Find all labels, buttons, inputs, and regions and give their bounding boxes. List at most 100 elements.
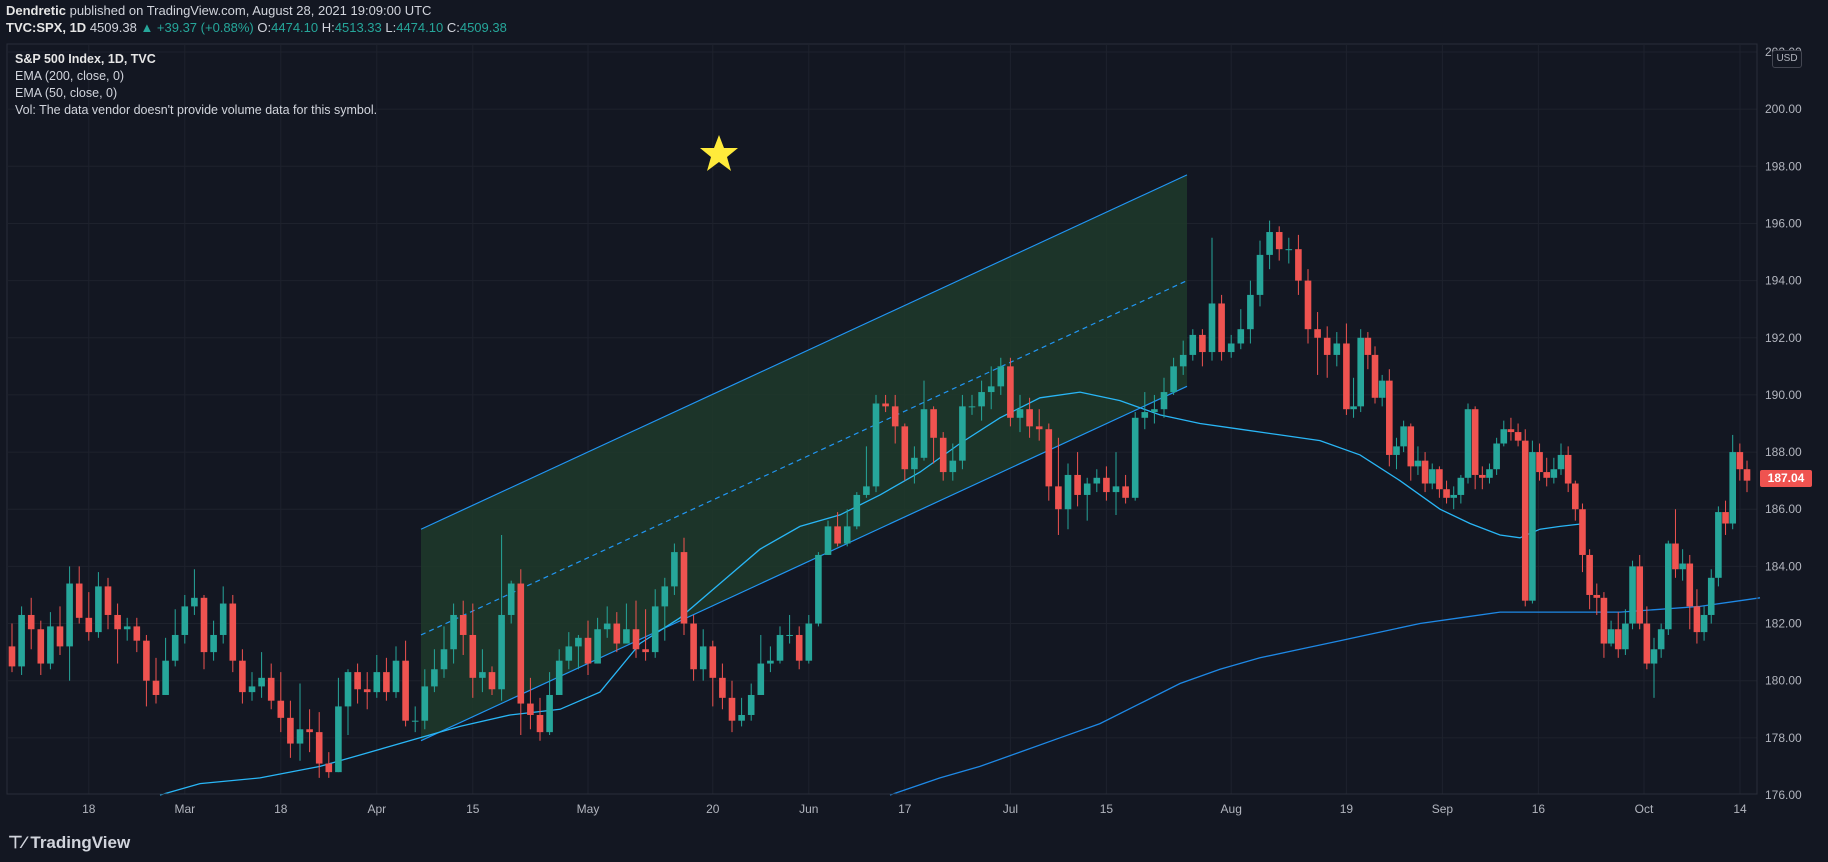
candle-body: [47, 626, 54, 664]
time-tick-label: 18: [274, 802, 288, 816]
candle-body: [1055, 486, 1062, 510]
candle-body: [1304, 280, 1312, 330]
candle-body: [450, 614, 457, 650]
symbol[interactable]: TVC:SPX, 1D: [6, 20, 87, 35]
candle-body: [1629, 566, 1636, 624]
candle-body: [699, 646, 707, 670]
candle-body: [1736, 452, 1744, 470]
candle-body: [661, 586, 669, 607]
time-tick-label: 16: [1532, 802, 1546, 816]
candle-body: [200, 597, 208, 653]
candle-body: [56, 626, 64, 647]
candle-body: [95, 586, 102, 633]
candle-body: [1364, 337, 1372, 355]
star-icon[interactable]: [700, 135, 738, 171]
candle-body: [1333, 343, 1341, 355]
candle-body: [920, 409, 928, 458]
time-tick-label: 18: [82, 802, 96, 816]
candle-body: [1729, 452, 1736, 524]
candle-body: [325, 763, 333, 773]
candle-body: [930, 409, 937, 438]
time-tick-label: 15: [1100, 802, 1114, 816]
candle-body: [1151, 409, 1158, 413]
candle-body: [1500, 429, 1508, 444]
price-tick-label: 192.00: [1765, 331, 1802, 345]
candle-body: [738, 714, 745, 721]
candle-body: [575, 637, 582, 647]
candle-body: [1564, 454, 1572, 484]
candle-body: [1693, 606, 1701, 633]
candle-body: [104, 586, 112, 615]
candle-body: [1722, 512, 1729, 524]
candle-body: [1227, 343, 1235, 353]
candle-body: [498, 614, 505, 690]
legend-ema50[interactable]: EMA (50, close, 0): [15, 86, 118, 100]
legend-ema200[interactable]: EMA (200, close, 0): [15, 69, 125, 83]
candle-body: [1550, 469, 1558, 478]
candle-body: [162, 660, 169, 695]
candle-body: [421, 686, 429, 721]
candle-body: [1593, 594, 1601, 598]
candle-body: [623, 629, 630, 644]
time-tick-label: Jun: [799, 802, 818, 816]
legend-volume[interactable]: Vol: The data vendor doesn't provide vol…: [15, 103, 378, 117]
candle-body: [642, 649, 649, 653]
candle-body: [1035, 426, 1043, 430]
candle-body: [143, 640, 150, 681]
chart-legend: S&P 500 Index, 1D, TVC EMA (200, close, …: [15, 51, 377, 119]
candle-body: [1600, 597, 1608, 644]
candle-body: [37, 629, 45, 664]
candle-body: [248, 686, 256, 693]
candle-body: [594, 629, 601, 664]
currency-label[interactable]: USD: [1772, 50, 1802, 68]
open-value: 4474.10: [271, 20, 319, 35]
open-label: O:: [257, 20, 272, 35]
tradingview-logo[interactable]: ⊤⁄ TradingView: [8, 833, 130, 853]
candle-body: [786, 634, 793, 636]
candle-body: [1045, 429, 1053, 487]
time-tick-label: 15: [466, 802, 480, 816]
low-value: 4474.10: [396, 20, 444, 35]
candle-body: [680, 552, 688, 624]
candle-body: [469, 634, 477, 678]
time-tick-label: Sep: [1432, 802, 1454, 816]
candle-body: [546, 694, 553, 733]
channel-upper[interactable]: [420, 174, 1188, 530]
candle-body: [1007, 366, 1014, 418]
price-tick-label: 182.00: [1765, 617, 1802, 631]
candle-body: [315, 732, 323, 764]
publication-line: Dendretic published on TradingView.com, …: [6, 3, 431, 19]
candle-body: [536, 714, 544, 733]
time-axis[interactable]: 18 Mar 18 Apr 15 May 20 Jun 17 Jul 15 Aug 19 Sep 16 Oct…: [7, 793, 1757, 816]
candle-body: [488, 672, 496, 690]
candle-body: [479, 672, 486, 678]
candle-body: [1350, 406, 1357, 410]
candle-body: [728, 697, 736, 721]
candle-body: [555, 660, 563, 695]
candle-body: [1479, 474, 1486, 478]
channel-lower[interactable]: [420, 385, 1188, 742]
candle-body: [795, 634, 803, 661]
author-name[interactable]: Dendretic: [6, 3, 66, 18]
candle-body: [383, 672, 390, 693]
candle-body: [872, 403, 880, 487]
candle-body: [1026, 409, 1033, 427]
parallel-channel[interactable]: [420, 174, 1188, 742]
candle-body: [133, 626, 141, 641]
high-label: H:: [321, 20, 335, 35]
legend-title[interactable]: S&P 500 Index, 1D, TVC: [15, 52, 156, 66]
price-axis[interactable]: 176.00 178.00 180.00 182.00 184.00 186.00 188.…: [1756, 44, 1802, 802]
time-tick-label: Oct: [1635, 802, 1654, 816]
candle-body: [1122, 486, 1129, 498]
candle-body: [507, 583, 515, 615]
candle-body: [603, 623, 611, 630]
candle-body: [1295, 249, 1302, 281]
candle-body: [632, 629, 640, 650]
candle-body: [949, 460, 957, 473]
candle-body: [66, 583, 73, 647]
candle-body: [1093, 477, 1101, 484]
channel-mid[interactable]: [420, 280, 1188, 636]
candle-body: [1414, 460, 1422, 467]
candle-body: [411, 720, 419, 722]
